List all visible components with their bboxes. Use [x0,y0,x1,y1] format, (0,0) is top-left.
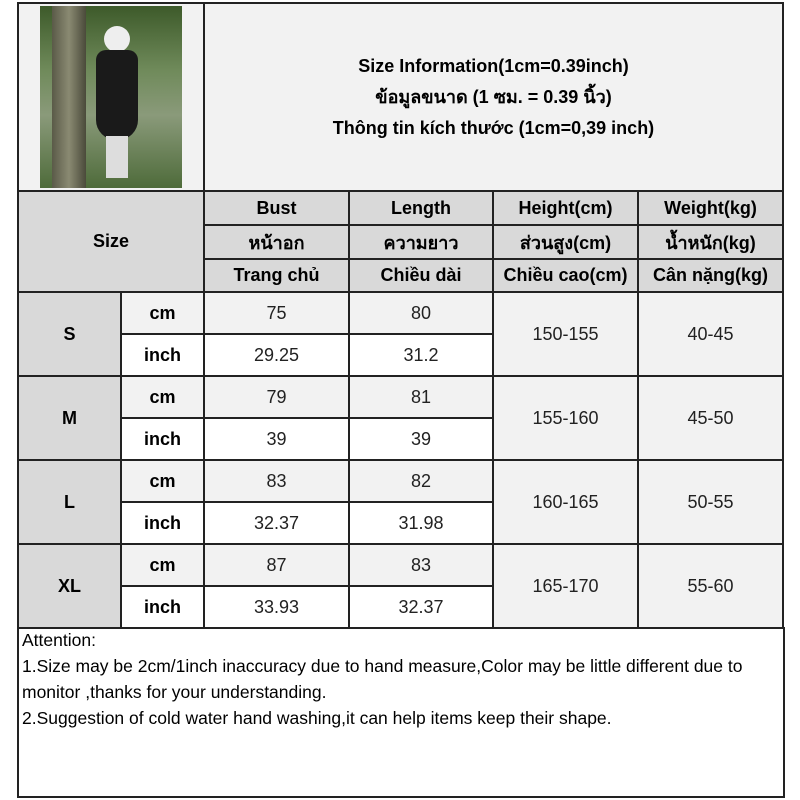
header-length-en: Length [348,190,494,226]
title-vi: Thông tin kích thước (1cm=0,39 inch) [332,117,655,138]
bust-inch: 39 [203,417,350,461]
unit-inch: inch [120,417,205,461]
bust-cm: 87 [203,543,350,587]
bust-inch: 33.93 [203,585,350,629]
weight-range: 55-60 [637,543,784,629]
header-weight-vi: Cân nặng(kg) [637,258,784,293]
unit-inch: inch [120,585,205,629]
header-bust-en: Bust [203,190,350,226]
unit-inch: inch [120,333,205,377]
header-bust-th: หน้าอก [203,224,350,260]
length-cm: 80 [348,291,494,335]
size-label: S [17,291,122,377]
bust-cm: 75 [203,291,350,335]
unit-cm: cm [120,291,205,335]
header-weight-en: Weight(kg) [637,190,784,226]
header-weight-th: น้ำหนัก(kg) [637,224,784,260]
note-item: 2.Suggestion of cold water hand washing,… [22,708,612,728]
size-header: Size [17,190,205,293]
height-range: 150-155 [492,291,639,377]
size-row-cm: S cm 75 80 150-155 40-45 [17,291,784,377]
size-row-inch: inch 39 39 [18,417,783,461]
weight-range: 50-55 [637,459,784,545]
length-inch: 39 [348,417,494,461]
title-th: ข้อมูลขนาด (1 ซม. = 0.39 นิ้ว) [375,86,612,107]
unit-cm: cm [120,459,205,503]
attention-notes: Attention: 1.Size may be 2cm/1inch inacc… [17,627,785,798]
header-length-vi: Chiều dài [348,258,494,293]
header-length-th: ความยาว [348,224,494,260]
height-range: 155-160 [492,375,639,461]
note-item: 1.Size may be 2cm/1inch inaccuracy due t… [22,656,743,702]
size-info-title: Size Information(1cm=0.39inch) ข้อมูลขนา… [203,2,784,192]
length-inch: 31.98 [348,501,494,545]
title-en: Size Information(1cm=0.39inch) [358,55,629,76]
bust-inch: 32.37 [203,501,350,545]
size-row-cm: M cm 79 81 155-160 45-50 [17,375,784,461]
unit-cm: cm [120,375,205,419]
length-inch: 31.2 [348,333,494,377]
length-inch: 32.37 [348,585,494,629]
height-range: 160-165 [492,459,639,545]
size-row-inch: inch 29.25 31.2 [18,333,783,377]
product-photo-cell [17,2,205,192]
length-cm: 82 [348,459,494,503]
size-row-cm: L cm 83 82 160-165 50-55 [17,459,784,545]
size-row-cm: XL cm 87 83 165-170 55-60 [17,543,784,629]
size-label: XL [17,543,122,629]
weight-range: 40-45 [637,291,784,377]
bust-cm: 83 [203,459,350,503]
size-chart-table: Size Information(1cm=0.39inch) ข้อมูลขนา… [17,2,784,629]
unit-inch: inch [120,501,205,545]
notes-heading: Attention: [22,630,96,650]
height-range: 165-170 [492,543,639,629]
length-cm: 81 [348,375,494,419]
product-photo [40,6,182,188]
size-label: L [17,459,122,545]
bust-cm: 79 [203,375,350,419]
size-label: M [17,375,122,461]
bust-inch: 29.25 [203,333,350,377]
size-row-inch: inch 32.37 31.98 [18,501,783,545]
length-cm: 83 [348,543,494,587]
header-height-vi: Chiều cao(cm) [492,258,639,293]
header-bust-vi: Trang chủ [203,258,350,293]
header-height-th: ส่วนสูง(cm) [492,224,639,260]
header-height-en: Height(cm) [492,190,639,226]
size-row-inch: inch 33.93 32.37 [18,585,783,629]
weight-range: 45-50 [637,375,784,461]
unit-cm: cm [120,543,205,587]
